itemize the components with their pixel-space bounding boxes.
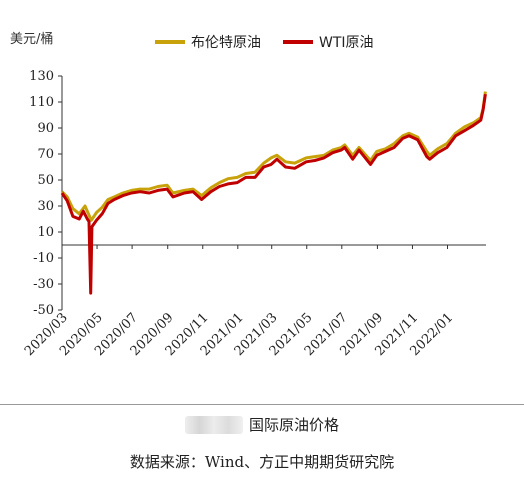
- series-line-brent: [60, 91, 487, 222]
- series-line-wti: [60, 93, 487, 295]
- y-axis-unit-label: 美元/桶: [10, 32, 54, 47]
- y-tick-label: 130: [29, 69, 54, 84]
- y-tick-label: -10: [33, 251, 54, 266]
- data-source: 数据来源：Wind、方正中期期货研究院: [129, 453, 395, 471]
- legend-swatch-wti: [283, 40, 313, 44]
- y-tick-label: 30: [37, 199, 54, 214]
- y-tick-label: 10: [37, 225, 54, 240]
- y-tick-label: 110: [29, 95, 54, 110]
- blurred-logo-icon: [184, 415, 243, 434]
- y-tick-label: 90: [37, 121, 54, 136]
- legend-item-wti: WTI原油: [283, 32, 374, 52]
- y-tick-label: -30: [33, 277, 54, 292]
- legend-label-wti: WTI原油: [319, 35, 374, 51]
- series-layer: [60, 91, 487, 295]
- figure-caption: 国际原油价格: [248, 416, 339, 434]
- legend-item-brent: 布伦特原油: [155, 32, 261, 52]
- legend-label-brent: 布伦特原油: [191, 35, 261, 51]
- y-tick-label: -50: [33, 303, 54, 318]
- y-tick-label: 70: [37, 147, 54, 162]
- y-tick-label: 50: [37, 173, 54, 188]
- caption-divider: [0, 404, 524, 405]
- y-axis: 130 110 90 70 50 30 10 -10 -30 -50: [29, 69, 63, 318]
- legend: 布伦特原油 WTI原油: [155, 32, 374, 52]
- figure-caption-row: 国际原油价格: [0, 414, 524, 435]
- legend-swatch-brent: [155, 40, 185, 44]
